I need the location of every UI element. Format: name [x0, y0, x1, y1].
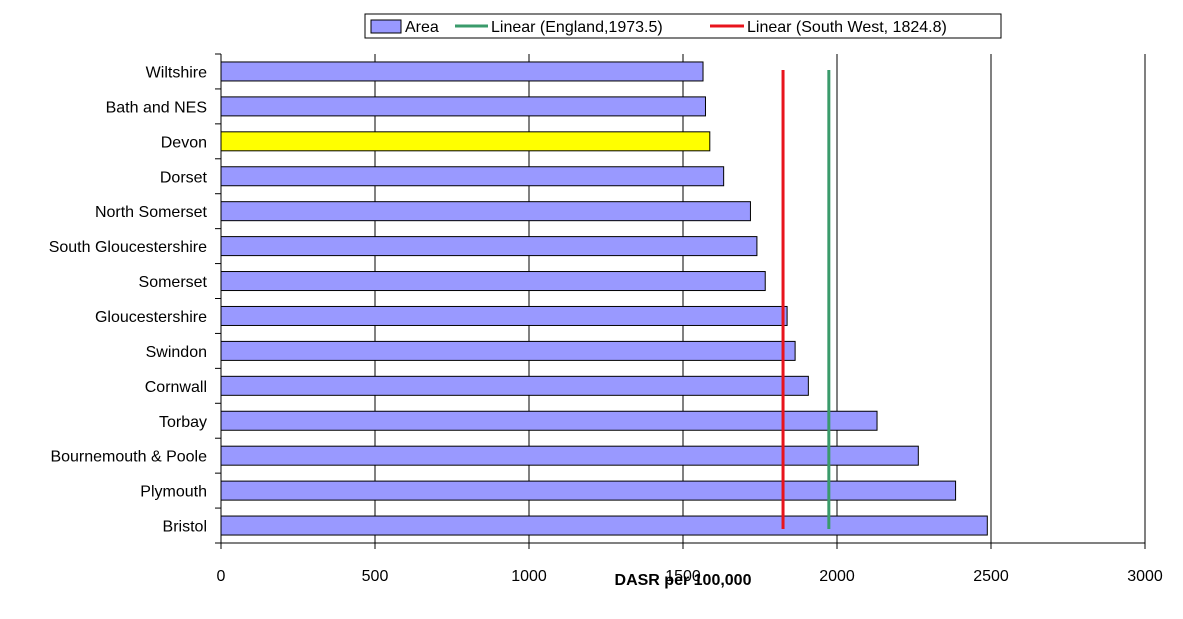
- x-axis-label: DASR per 100,000: [615, 572, 752, 589]
- category-label: Gloucestershire: [95, 309, 207, 326]
- bar-south-gloucestershire: [220, 236, 758, 257]
- bar-bournemouth-poole: [220, 445, 919, 466]
- category-label: Dorset: [160, 169, 208, 186]
- category-label: Cornwall: [145, 379, 207, 396]
- bar-dorset: [220, 166, 725, 187]
- x-tick-label: 1000: [511, 568, 547, 585]
- reference-lines: [781, 70, 831, 529]
- legend: Area Linear (England,1973.5) Linear (Sou…: [364, 13, 1002, 39]
- category-label: Bournemouth & Poole: [50, 449, 207, 466]
- category-label: North Somerset: [95, 204, 208, 221]
- bars: [220, 61, 988, 536]
- bar-devon: [220, 131, 711, 152]
- x-tick-label: 3000: [1127, 568, 1163, 585]
- bar-wiltshire: [220, 61, 704, 82]
- legend-label-south-west: Linear (South West, 1824.8): [747, 19, 947, 36]
- category-label: Devon: [161, 134, 207, 151]
- legend-label-england: Linear (England,1973.5): [491, 19, 663, 36]
- bar-cornwall: [220, 375, 809, 396]
- x-tick-label: 2500: [973, 568, 1009, 585]
- x-tick-label: 2000: [819, 568, 855, 585]
- x-tick-label: 1500: [665, 568, 701, 585]
- bar-gloucestershire: [220, 305, 788, 326]
- legend-swatch-area: [370, 19, 402, 34]
- x-tick-labels: 0 500 1000 1500 2000 2500 3000: [217, 568, 1163, 585]
- category-labels: Wiltshire Bath and NES Devon Dorset North So…: [49, 64, 208, 535]
- legend-label-area: Area: [405, 19, 439, 36]
- bar-torbay: [220, 410, 878, 431]
- bar-swindon: [220, 340, 796, 361]
- bar-bath-and-nes: [220, 96, 706, 117]
- category-label: Swindon: [146, 344, 207, 361]
- gridlines: [374, 54, 1146, 543]
- axes: [215, 53, 1146, 549]
- category-label: Bristol: [163, 519, 207, 536]
- category-label: Bath and NES: [106, 99, 207, 116]
- bar-bristol: [220, 515, 988, 536]
- category-label: Torbay: [159, 414, 207, 431]
- category-label: Wiltshire: [146, 64, 207, 81]
- bar-north-somerset: [220, 201, 751, 222]
- category-label: Plymouth: [140, 484, 207, 501]
- x-tick-label: 500: [362, 568, 389, 585]
- x-tick-label: 0: [217, 568, 226, 585]
- bar-somerset: [220, 271, 766, 292]
- bar-plymouth: [220, 480, 957, 501]
- category-label: South Gloucestershire: [49, 239, 207, 256]
- category-label: Somerset: [139, 274, 208, 291]
